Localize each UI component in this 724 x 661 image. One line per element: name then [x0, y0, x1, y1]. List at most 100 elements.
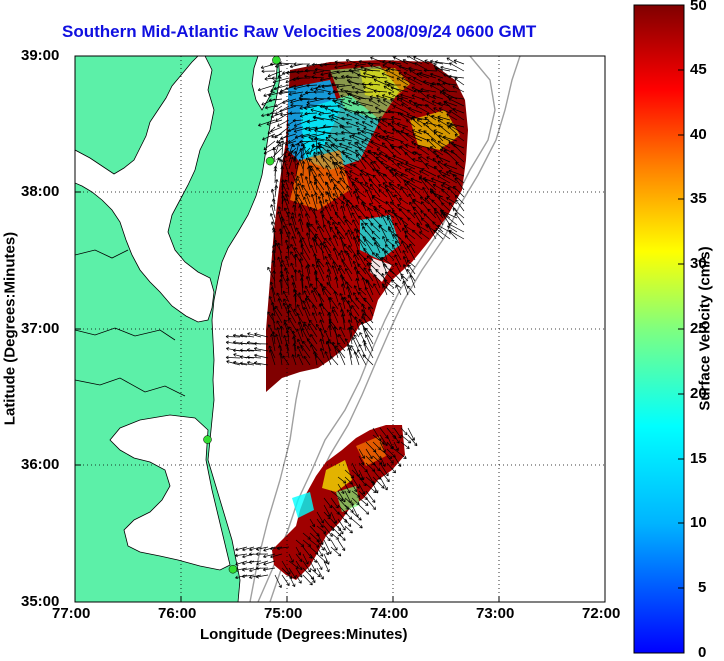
velocity-arrow — [285, 330, 290, 345]
velocity-arrow — [290, 274, 297, 289]
velocity-arrow — [291, 236, 297, 247]
velocity-arrow — [287, 211, 291, 226]
velocity-arrow — [331, 309, 339, 324]
velocity-arrow — [379, 462, 389, 477]
velocity-arrow — [269, 546, 283, 551]
velocity-arrow — [407, 209, 416, 219]
velocity-arrow — [381, 142, 395, 156]
velocity-arrow — [314, 353, 325, 366]
velocity-arrow — [382, 263, 395, 275]
velocity-arrow — [285, 277, 290, 296]
velocity-arrow — [379, 224, 388, 240]
velocity-arrow — [326, 274, 332, 289]
velocity-arrow — [279, 325, 284, 338]
station-marker — [203, 435, 212, 444]
velocity-arrow — [400, 93, 416, 100]
velocity-arrow — [437, 224, 451, 233]
velocity-arrow — [400, 161, 416, 170]
velocity-arrow — [431, 114, 444, 121]
velocity-arrow — [262, 133, 276, 141]
velocity-arrow — [298, 258, 304, 275]
velocity-arrow — [395, 129, 409, 142]
velocity-arrow — [371, 230, 381, 240]
velocity-arrow — [351, 86, 367, 93]
velocity-arrow — [395, 234, 409, 247]
velocity-arrow — [235, 574, 248, 580]
velocity-arrow — [361, 316, 374, 331]
velocity-arrow — [402, 250, 409, 261]
station-marker — [228, 564, 238, 574]
velocity-arrow — [406, 268, 416, 282]
velocity-arrow — [255, 574, 269, 579]
velocity-arrow — [296, 328, 304, 345]
velocity-arrow — [437, 160, 451, 170]
velocity-arrow — [448, 223, 465, 233]
velocity-arrow — [325, 172, 332, 184]
velocity-arrow — [434, 211, 444, 226]
velocity-arrow — [364, 287, 374, 303]
velocity-arrow — [393, 448, 407, 459]
velocity-arrow — [379, 469, 390, 483]
velocity-arrow — [336, 84, 353, 89]
velocity-arrow — [278, 352, 283, 366]
velocity-arrow — [356, 235, 367, 247]
velocity-arrow — [246, 355, 262, 360]
velocity-arrow — [402, 280, 409, 296]
velocity-arrow — [373, 78, 388, 86]
velocity-arrow — [310, 333, 318, 345]
velocity-arrow — [337, 483, 345, 494]
velocity-arrow — [359, 173, 367, 184]
velocity-arrow — [396, 94, 409, 100]
colorbar-tick-label: 45 — [690, 61, 707, 78]
velocity-arrow — [255, 552, 269, 556]
velocity-arrow — [406, 180, 423, 191]
velocity-arrow — [289, 222, 297, 240]
velocity-arrow — [299, 139, 318, 144]
velocity-arrow — [438, 107, 451, 114]
velocity-arrow — [375, 269, 388, 282]
velocity-arrow — [412, 157, 423, 163]
velocity-arrow — [334, 60, 346, 65]
velocity-arrow — [353, 334, 360, 345]
velocity-arrow — [394, 262, 402, 275]
velocity-arrow — [304, 111, 318, 116]
velocity-arrow — [300, 202, 311, 219]
velocity-arrow — [400, 145, 416, 156]
velocity-arrow — [328, 174, 339, 184]
velocity-arrow — [330, 532, 339, 540]
velocity-arrow — [353, 266, 360, 282]
velocity-arrow — [316, 518, 324, 528]
velocity-arrow — [254, 353, 269, 359]
velocity-arrow — [315, 233, 325, 247]
velocity-arrow — [291, 354, 297, 366]
velocity-arrow — [302, 553, 309, 565]
velocity-arrow — [448, 74, 465, 79]
velocity-arrow — [319, 327, 325, 345]
velocity-arrow — [394, 254, 402, 268]
velocity-arrow — [316, 511, 324, 524]
velocity-arrow — [405, 143, 416, 149]
velocity-arrow — [249, 546, 262, 552]
velocity-arrow — [365, 334, 374, 352]
velocity-arrow — [272, 77, 290, 84]
velocity-arrow — [440, 65, 458, 72]
velocity-arrow — [360, 129, 374, 135]
velocity-arrow — [422, 177, 437, 184]
velocity-arrow — [272, 229, 276, 247]
velocity-arrow — [283, 334, 290, 352]
velocity-arrow — [271, 244, 276, 261]
velocity-arrow — [334, 276, 339, 289]
velocity-arrow — [402, 227, 409, 240]
velocity-arrow — [412, 206, 423, 219]
velocity-arrow — [353, 163, 367, 177]
velocity-arrow — [327, 325, 332, 338]
velocity-arrow — [344, 483, 351, 494]
colorbar-tick-label: 5 — [698, 579, 707, 596]
velocity-arrow — [341, 137, 353, 142]
velocity-arrow — [332, 261, 339, 275]
velocity-arrow — [398, 72, 409, 79]
velocity-arrow — [271, 198, 276, 212]
velocity-arrow — [376, 148, 388, 156]
x-tick-label: 72:00 — [582, 605, 621, 622]
velocity-arrow — [355, 121, 367, 128]
